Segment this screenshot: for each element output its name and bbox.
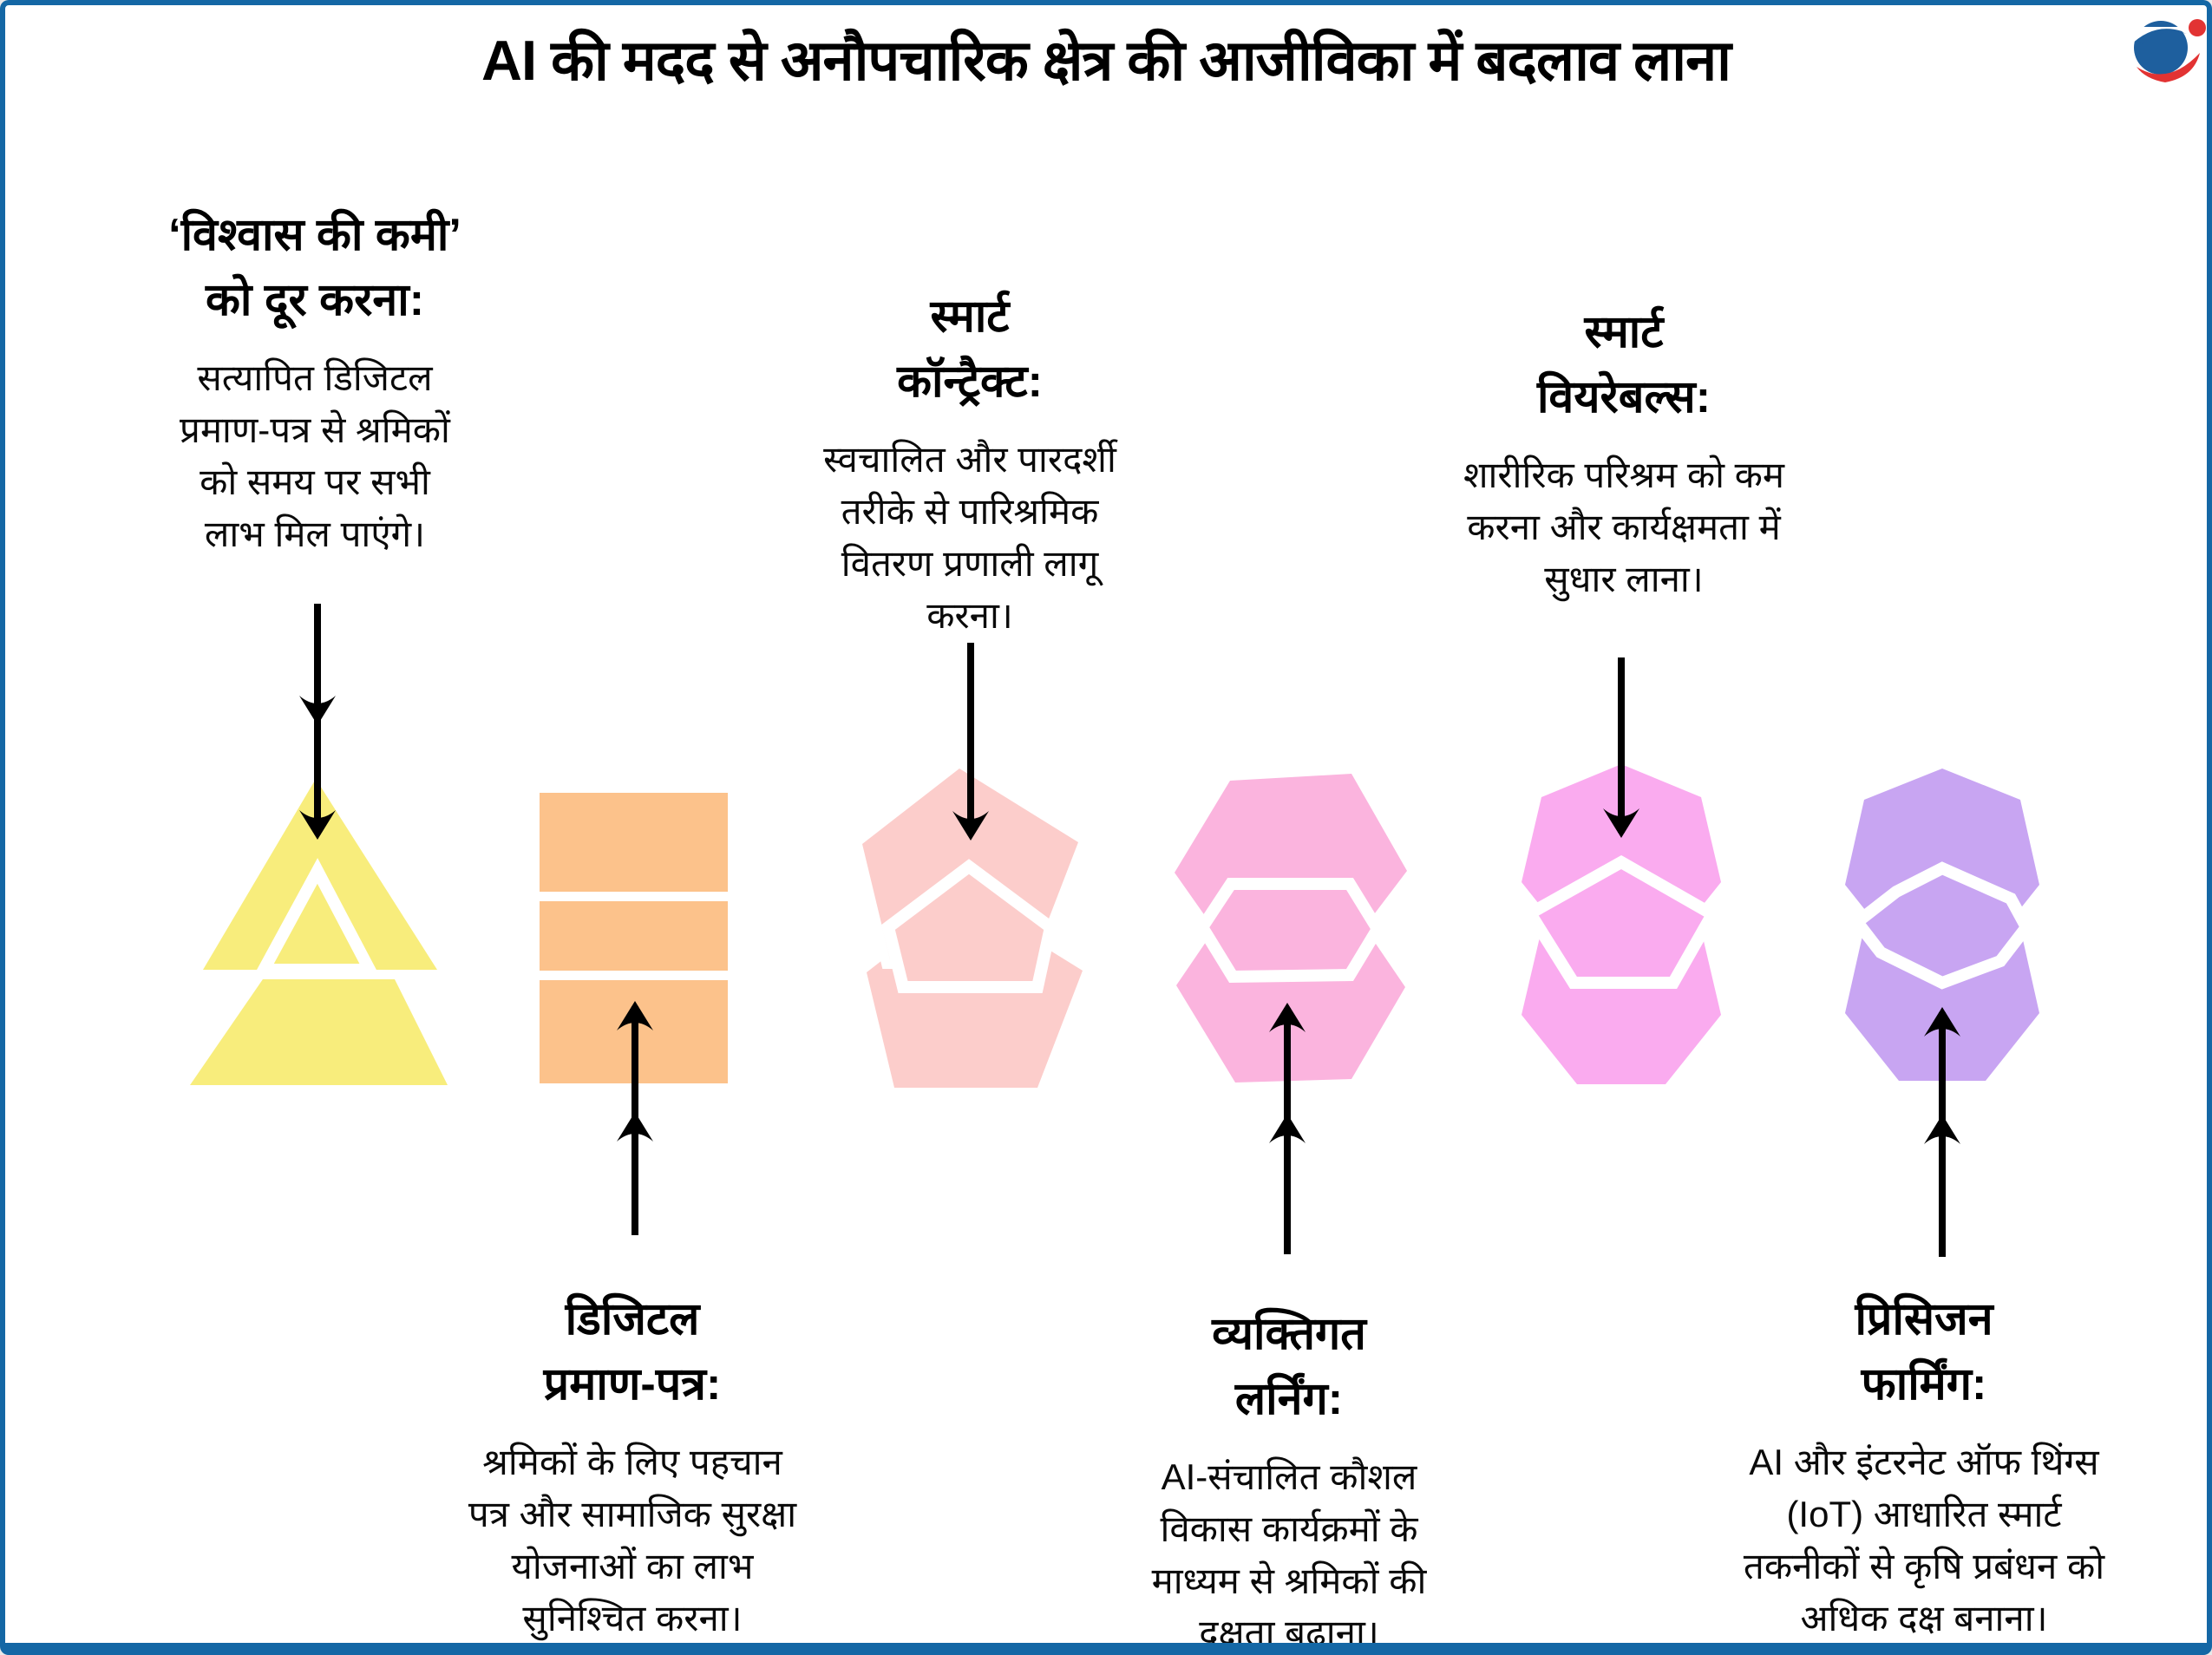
topic-body-line: माध्यम से श्रमिकों की	[1151, 1560, 1427, 1601]
triangle-overlap-outline	[253, 858, 380, 976]
page-title: AI की मदद से अनौपचारिक क्षेत्र की आजीविक…	[481, 29, 1731, 92]
topic-heading-line: प्रमाण-पत्र:	[543, 1359, 722, 1410]
arrow-down-trust-deficit	[299, 604, 336, 840]
topic-body-line: तरीके से पारिश्रमिक	[841, 491, 1099, 532]
logo-red-dot	[2189, 19, 2206, 36]
topic-body-line: करना।	[926, 595, 1013, 636]
shape-overlapping-pentagons	[851, 756, 1090, 1088]
rectangle-middle	[540, 901, 728, 971]
arrow-up-digital-certificates	[617, 1001, 653, 1235]
arrowhead-tip	[299, 810, 336, 840]
topic-body-line: AI-संचालित कौशल	[1161, 1456, 1417, 1497]
topic-smart-wearables: स्मार्ट वियरेबल्स: शारीरिक परिश्रम को कम…	[1463, 300, 1784, 605]
topic-precision-farming: प्रिसिजन फार्मिंग: AI और इंटरनेट ऑफ थिंग…	[1743, 1287, 2105, 1643]
topic-body-line: सुनिश्चित करना।	[522, 1598, 743, 1639]
arrow-down-smart-wearables	[1603, 657, 1639, 838]
topic-body-line: को समय पर सभी	[200, 461, 430, 502]
arrowhead-mid	[1924, 1115, 1960, 1144]
logo-globe	[2134, 21, 2188, 75]
pentagon-overlap-outline	[881, 859, 1057, 993]
topic-heading-line: फार्मिंग:	[1861, 1359, 1987, 1410]
arrowhead-tip	[1603, 808, 1639, 838]
arrowhead-tip	[952, 811, 989, 841]
topic-heading-line: कॉन्ट्रैक्ट:	[897, 357, 1043, 407]
topic-body-line: AI और इंटरनेट ऑफ थिंग्स	[1749, 1442, 2099, 1482]
topic-body-line: पत्र और सामाजिक सुरक्षा	[468, 1494, 797, 1534]
topic-digital-certificates: डिजिटल प्रमाण-पत्र: श्रमिकों के लिए पहचा…	[468, 1287, 797, 1643]
arrow-up-personalised-learning	[1269, 1003, 1306, 1254]
topic-personalised-learning: व्यक्तिगत लर्निंग: AI-संचालित कौशल विकास…	[1151, 1302, 1427, 1653]
topic-heading-line: को दूर करना:	[205, 275, 425, 325]
topic-body-line: श्रमिकों के लिए पहचान	[482, 1442, 782, 1482]
topic-heading-line: स्मार्ट	[1584, 307, 1664, 357]
topic-body-line: प्रमाण-पत्र से श्रमिकों	[180, 409, 450, 450]
topic-body-line: (IoT) आधारित स्मार्ट	[1786, 1494, 2062, 1534]
heptagon-overlap-outline	[1522, 854, 1721, 989]
topic-heading-line: डिजिटल	[565, 1294, 700, 1344]
topic-body-line: सुधार लाना।	[1544, 559, 1704, 599]
shape-overlapping-heptagons-pentagon	[1511, 754, 1731, 1084]
topic-smart-contract: स्मार्ट कॉन्ट्रैक्ट: स्वचालित और पारदर्श…	[823, 285, 1116, 642]
arrowhead-mid	[617, 1112, 653, 1141]
arrowhead-tip	[617, 1001, 653, 1030]
shape-overlapping-hexagons	[1162, 763, 1419, 1083]
topic-heading-line: व्यक्तिगत	[1212, 1309, 1366, 1359]
topic-heading-line: ‘विश्वास की कमी’	[168, 210, 461, 260]
logo-upper-sliver	[2138, 29, 2187, 44]
topic-body-line: स्वचालित और पारदर्शी	[823, 439, 1116, 480]
logo-swoosh-cut	[2130, 27, 2196, 46]
hexagon-overlap-outline	[1194, 878, 1385, 984]
topic-body-line: करना और कार्यक्षमता में	[1467, 507, 1781, 547]
logo-red-crescent	[2137, 53, 2200, 82]
heptagon-overlap-outline	[1849, 861, 2034, 990]
topic-heading-line: लर्निंग:	[1234, 1374, 1344, 1424]
shape-overlapping-heptagons-hexagon	[1835, 758, 2050, 1081]
topic-body-line: योजनाओं का लाभ	[511, 1546, 754, 1586]
drishti-globe-logo	[2130, 19, 2206, 82]
topic-trust-deficit: ‘विश्वास की कमी’ को दूर करना: सत्यापित ड…	[168, 203, 461, 560]
arrow-up-precision-farming	[1924, 1007, 1960, 1257]
rectangle-top	[540, 793, 728, 892]
topic-heading-line: स्मार्ट	[930, 291, 1010, 342]
arrowhead-tip	[1269, 1003, 1306, 1032]
shape-overlapping-triangles	[186, 760, 455, 1085]
topic-heading-line: वियरेबल्स:	[1536, 372, 1711, 422]
topic-body-line: दक्षता बढ़ाना।	[1199, 1612, 1379, 1653]
arrowhead-tip	[1924, 1007, 1960, 1037]
topic-body-line: विकास कार्यक्रमों के	[1160, 1508, 1418, 1549]
topic-body-line: तकनीकों से कृषि प्रबंधन को	[1743, 1546, 2105, 1586]
arrowhead-mid	[1269, 1114, 1306, 1143]
topic-body-line: लाभ मिल पाएंगे।	[204, 514, 426, 554]
topic-body-line: अधिक दक्ष बनाना।	[1800, 1598, 2048, 1639]
topic-body-line: शारीरिक परिश्रम को कम	[1463, 455, 1785, 495]
arrowhead-mid	[299, 696, 336, 725]
topic-heading-line: प्रिसिजन	[1855, 1294, 1993, 1344]
topic-body-line: वितरण प्रणाली लागू	[841, 543, 1099, 584]
arrow-down-smart-contract	[952, 643, 989, 841]
topic-body-line: सत्यापित डिजिटल	[197, 357, 433, 398]
